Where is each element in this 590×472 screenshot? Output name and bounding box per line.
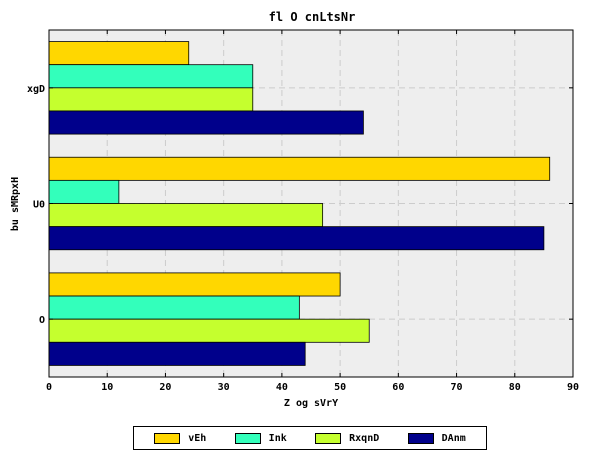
x-tick-label: 10 xyxy=(101,382,113,393)
x-ticks: 0 10 20 30 40 50 60 70 80 90 xyxy=(46,30,579,393)
x-axis-label: Z og sVrY xyxy=(284,398,338,409)
y-tick-label: xgD xyxy=(27,84,45,95)
bar-DAnm-U0 xyxy=(48,226,545,251)
legend-label: Ink xyxy=(268,432,287,444)
x-tick-label: 20 xyxy=(159,382,171,393)
bar-vEh-O xyxy=(48,272,341,297)
bar-RxqnD-U0 xyxy=(48,203,324,228)
bar-RxqnD-xgD xyxy=(48,87,254,112)
y-ticks: O U0 xgD xyxy=(27,84,573,326)
y-axis-label: bu sMRpxH xyxy=(10,177,21,231)
x-tick-label: 60 xyxy=(392,382,404,393)
bar-Ink-U0 xyxy=(48,179,120,204)
x-tick-label: 70 xyxy=(451,382,463,393)
legend-swatch xyxy=(407,432,434,444)
legend-item: DAnm xyxy=(407,432,466,444)
legend-label: RxqnD xyxy=(349,432,380,444)
legend-swatch xyxy=(234,432,261,444)
bar-vEh-xgD xyxy=(48,41,190,66)
legend-swatch xyxy=(315,432,342,444)
bars xyxy=(48,41,551,366)
y-tick-label: U0 xyxy=(33,200,45,211)
bar-DAnm-O xyxy=(48,341,306,366)
chart-title: fl O cnLtsNr xyxy=(269,10,356,24)
legend-label: DAnm xyxy=(441,432,466,444)
legend: vEh Ink RxqnD DAnm xyxy=(133,426,487,450)
x-tick-label: 30 xyxy=(218,382,230,393)
legend-swatch xyxy=(154,432,181,444)
bar-RxqnD-O xyxy=(48,318,370,343)
bar-vEh-U0 xyxy=(48,156,551,181)
x-tick-label: 90 xyxy=(567,382,579,393)
legend-item: Ink xyxy=(234,432,287,444)
x-tick-label: 40 xyxy=(276,382,288,393)
legend-item: vEh xyxy=(154,432,207,444)
x-tick-label: 0 xyxy=(46,382,52,393)
x-tick-label: 80 xyxy=(509,382,521,393)
legend-item: RxqnD xyxy=(315,432,380,444)
legend-label: vEh xyxy=(188,432,207,444)
x-tick-label: 50 xyxy=(334,382,346,393)
y-tick-label: O xyxy=(39,315,45,326)
bar-DAnm-xgD xyxy=(48,110,364,135)
bar-Ink-O xyxy=(48,295,300,320)
bar-Ink-xgD xyxy=(48,64,254,89)
